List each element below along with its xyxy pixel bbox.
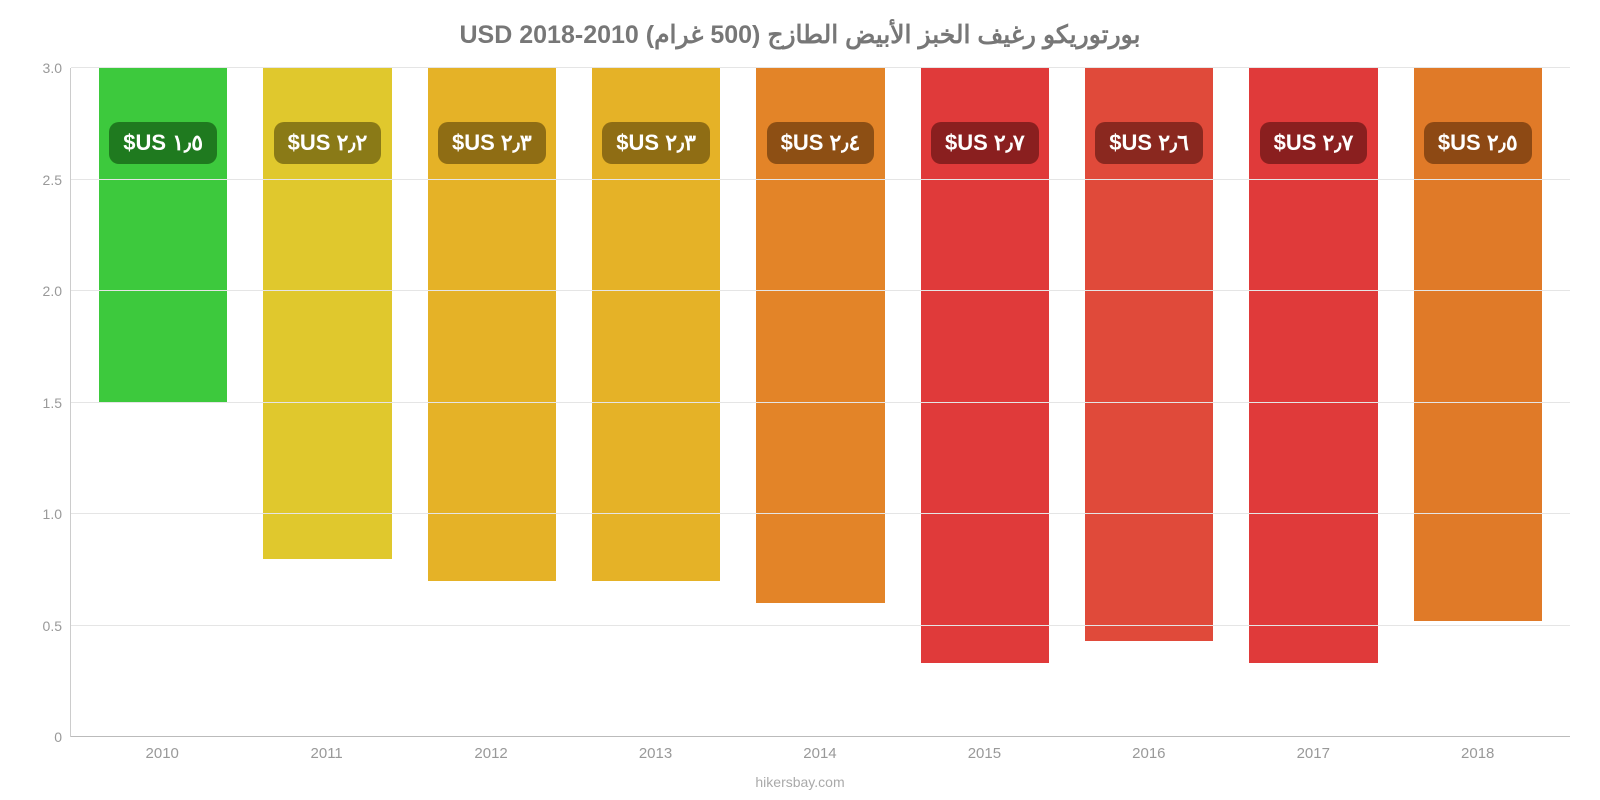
bar-slot: ‏٢٫٥ US$	[1396, 68, 1560, 737]
x-labels: 201020112012201320142015201620172018	[70, 737, 1570, 762]
bar: ‏٢٫٧ US$	[921, 68, 1049, 663]
value-badge: ‏٢٫٣ US$	[602, 122, 710, 164]
bar-slot: ‏٢٫٢ US$	[245, 68, 409, 737]
chart-title: بورتوريكو رغيف الخبز الأبيض الطازج (500 …	[30, 20, 1570, 50]
bar: ‏١٫٥ US$	[99, 68, 227, 403]
x-tick-label: 2013	[573, 745, 737, 762]
y-tick-label: 2.5	[43, 172, 62, 188]
attribution: hikersbay.com	[30, 774, 1570, 790]
grid-line	[71, 67, 1570, 68]
bar-slot: ‏٢٫٣ US$	[574, 68, 738, 737]
bar-slot: ‏٢٫٦ US$	[1067, 68, 1231, 737]
y-axis: 00.51.01.52.02.53.0	[30, 68, 70, 737]
bar-slot: ‏٢٫٣ US$	[410, 68, 574, 737]
bar: ‏٢٫٢ US$	[263, 68, 391, 559]
x-axis: 201020112012201320142015201620172018	[30, 737, 1570, 762]
bar: ‏٢٫٧ US$	[1249, 68, 1377, 663]
y-tick-label: 0	[54, 729, 62, 745]
bar: ‏٢٫٥ US$	[1414, 68, 1542, 621]
y-tick-label: 1.5	[43, 395, 62, 411]
y-tick-label: 2.0	[43, 283, 62, 299]
x-tick-label: 2010	[80, 745, 244, 762]
grid-line	[71, 625, 1570, 626]
bar-slot: ‏١٫٥ US$	[81, 68, 245, 737]
grid-line	[71, 402, 1570, 403]
x-tick-label: 2014	[738, 745, 902, 762]
x-tick-label: 2016	[1067, 745, 1231, 762]
bars-container: ‏١٫٥ US$ ‏٢٫٢ US$ ‏٢٫٣ US$ ‏٢٫٣ US$ ‏٢٫٤ US$…	[71, 68, 1570, 737]
x-tick-label: 2015	[902, 745, 1066, 762]
value-badge: ‏٢٫٤ US$	[767, 122, 875, 164]
grid-line	[71, 513, 1570, 514]
chart-area: 00.51.01.52.02.53.0 ‏١٫٥ US$‏٢٫٢ US$‏٢٫٣…	[30, 68, 1570, 737]
value-badge: ‏٢٫٣ US$	[438, 122, 546, 164]
y-tick-label: 3.0	[43, 60, 62, 76]
x-tick-label: 2011	[244, 745, 408, 762]
bar: ‏٢٫٤ US$	[756, 68, 884, 603]
x-tick-label: 2018	[1396, 745, 1560, 762]
bar: ‏٢٫٣ US$	[592, 68, 720, 581]
value-badge: ‏٢٫٧ US$	[1260, 122, 1368, 164]
value-badge: ‏٢٫٥ US$	[1424, 122, 1532, 164]
value-badge: ‏٢٫٦ US$	[1095, 122, 1203, 164]
value-badge: ‏٢٫٧ US$	[931, 122, 1039, 164]
value-badge: ‏٢٫٢ US$	[274, 122, 382, 164]
bar: ‏٢٫٣ US$	[428, 68, 556, 581]
bar-slot: ‏٢٫٧ US$	[903, 68, 1067, 737]
grid-line	[71, 179, 1570, 180]
bar: ‏٢٫٦ US$	[1085, 68, 1213, 641]
value-badge: ‏١٫٥ US$	[109, 122, 217, 164]
y-tick-label: 0.5	[43, 618, 62, 634]
bar-slot: ‏٢٫٧ US$	[1231, 68, 1395, 737]
plot-area: ‏١٫٥ US$ ‏٢٫٢ US$ ‏٢٫٣ US$ ‏٢٫٣ US$ ‏٢٫٤ US$…	[70, 68, 1570, 737]
x-tick-label: 2017	[1231, 745, 1395, 762]
y-tick-label: 1.0	[43, 506, 62, 522]
x-tick-label: 2012	[409, 745, 573, 762]
bar-slot: ‏٢٫٤ US$	[738, 68, 902, 737]
grid-line	[71, 290, 1570, 291]
